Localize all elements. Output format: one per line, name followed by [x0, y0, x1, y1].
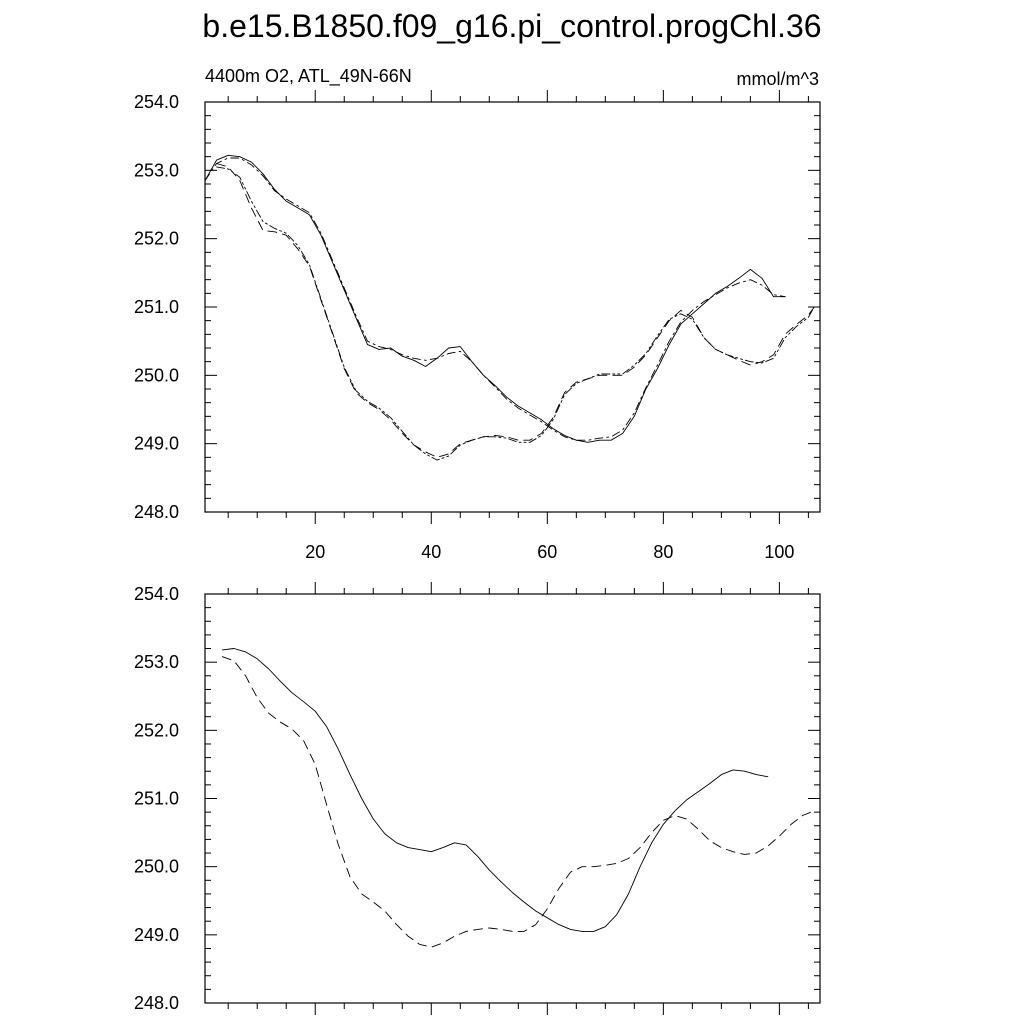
x-tick-label: 80	[653, 542, 673, 562]
y-tick-label: 254.0	[134, 92, 179, 112]
y-tick-label: 254.0	[134, 584, 179, 604]
x-tick-label: 100	[764, 542, 794, 562]
page-title: b.e15.B1850.f09_g16.pi_control.progChl.3…	[202, 8, 822, 44]
y-tick-label: 253.0	[134, 652, 179, 672]
y-tick-label: 248.0	[134, 993, 179, 1013]
series-line-dash-dot-dot	[216, 166, 815, 461]
series-line-dash-dot	[204, 157, 786, 441]
y-tick-label: 249.0	[134, 434, 179, 454]
y-tick-label: 249.0	[134, 925, 179, 945]
series-line-dashed	[216, 163, 815, 458]
y-tick-label: 252.0	[134, 229, 179, 249]
x-tick-label: 40	[421, 542, 441, 562]
y-tick-label: 251.0	[134, 297, 179, 317]
plot-frame	[204, 101, 821, 513]
x-tick-label: 20	[305, 542, 325, 562]
series-line-solid	[204, 154, 786, 443]
bottom-panel: 248.0 249.0 250.0 251.0 252.0 253.0 254.0	[134, 582, 821, 1015]
series-line-solid	[221, 648, 769, 932]
variable-region-label: 4400m O2, ATL_49N-66N	[205, 66, 412, 86]
y-tick-label: 250.0	[134, 857, 179, 877]
series-line-dashed	[221, 656, 815, 948]
plot-frame	[204, 593, 821, 1004]
y-tick-label: 250.0	[134, 365, 179, 385]
y-tick-label: 253.0	[134, 160, 179, 180]
y-tick-label: 251.0	[134, 789, 179, 809]
units-label: mmol/m^3	[736, 69, 819, 89]
y-tick-label: 252.0	[134, 720, 179, 740]
y-tick-label: 248.0	[134, 502, 179, 522]
x-tick-label: 60	[537, 542, 557, 562]
top-panel: 248.0 249.0 250.0 251.0 252.0 253.0 254.0 20 40 6…	[134, 90, 821, 562]
